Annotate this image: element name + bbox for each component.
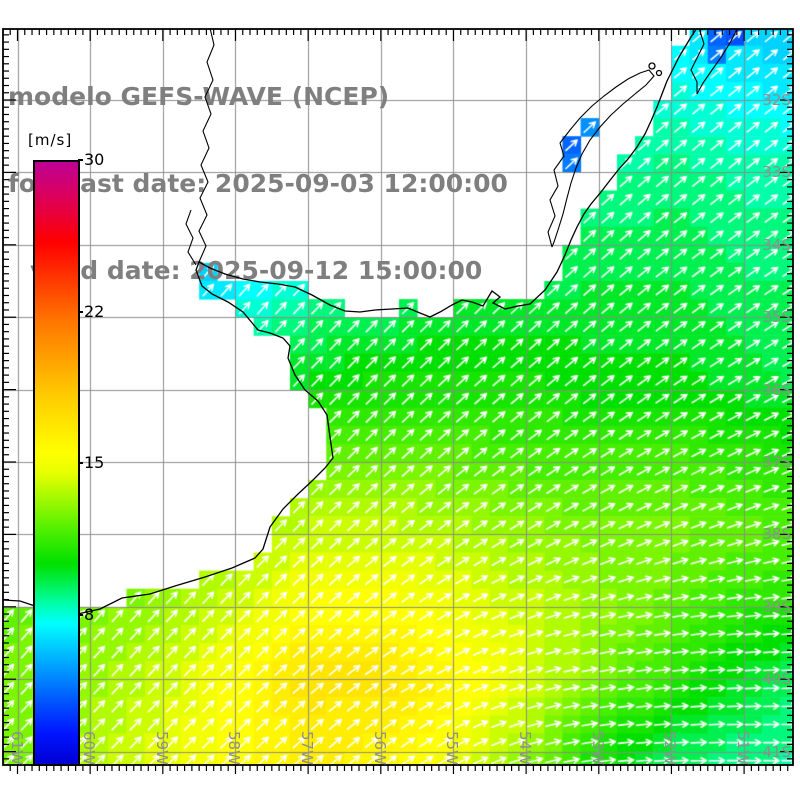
colorbar-tick-mark — [78, 462, 83, 464]
colorbar — [33, 160, 80, 766]
uruguay-river — [198, 29, 215, 263]
colorbar-tick-mark — [78, 310, 83, 313]
model-title: modelo GEFS-WAVE (NCEP) — [8, 82, 390, 111]
lagoon-mirim — [547, 69, 655, 248]
coastline — [3, 29, 738, 618]
parana-river — [185, 209, 197, 266]
colorbar-tick-label: 15 — [84, 453, 105, 472]
colorbar-tick-mark — [78, 613, 83, 616]
colorbar-tick-label: 8 — [84, 604, 95, 624]
colorbar-unit-label: [m/s] — [28, 131, 73, 149]
colorbar-tick-mark — [78, 159, 83, 161]
map-frame — [2, 28, 794, 766]
colorbar-tick-label: 30 — [84, 150, 105, 169]
island — [648, 62, 656, 70]
patos-inner-shore — [690, 29, 705, 94]
colorbar-tick-label: 22 — [84, 301, 105, 321]
island — [655, 69, 663, 77]
patos-barrier-coast — [696, 29, 738, 95]
axis-ticks — [3, 29, 793, 774]
